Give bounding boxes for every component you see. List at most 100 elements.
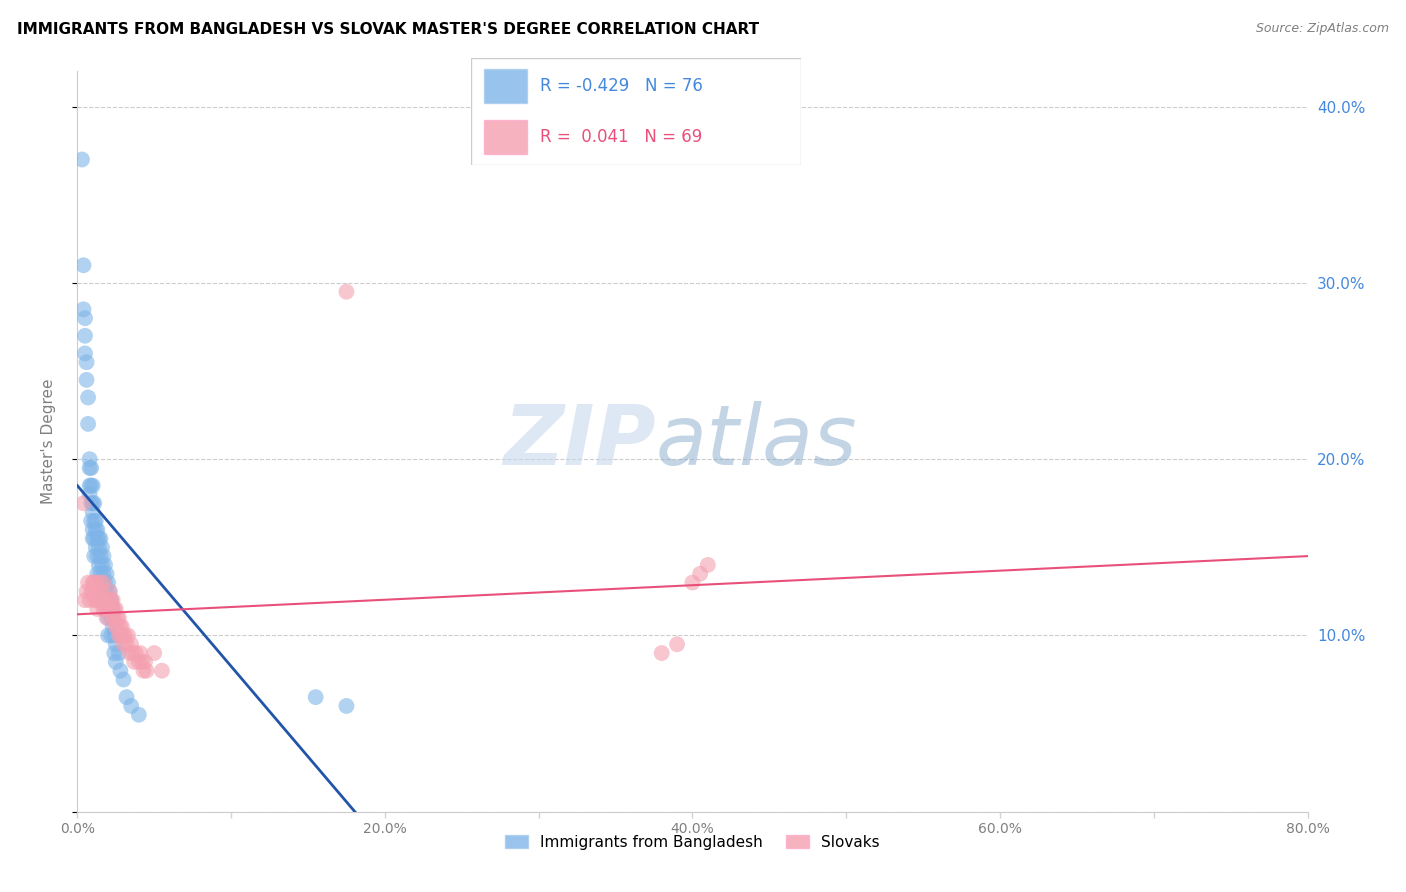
Point: [80, 461, 103, 475]
Point: [108, 611, 131, 625]
Point: [135, 664, 157, 678]
Point: [87, 558, 110, 572]
Point: [696, 558, 718, 572]
Point: [72, 302, 94, 317]
Point: [90, 575, 114, 590]
Point: [143, 646, 166, 660]
Point: [335, 285, 357, 299]
Text: atlas: atlas: [655, 401, 858, 482]
Point: [79, 478, 101, 492]
Point: [110, 664, 132, 678]
Point: [90, 558, 114, 572]
Point: [86, 602, 108, 616]
Point: [120, 637, 142, 651]
Point: [90, 593, 114, 607]
Point: [112, 673, 135, 687]
Point: [77, 391, 100, 405]
Point: [134, 655, 156, 669]
Point: [651, 646, 673, 660]
Point: [94, 558, 117, 572]
Point: [87, 541, 110, 555]
Point: [84, 523, 107, 537]
Point: [93, 575, 115, 590]
Point: [101, 611, 124, 625]
Point: [86, 566, 108, 581]
Point: [76, 355, 98, 369]
Point: [89, 549, 111, 563]
Point: [82, 584, 104, 599]
Point: [86, 549, 108, 563]
Point: [84, 575, 107, 590]
Point: [84, 514, 107, 528]
Point: [128, 707, 150, 722]
Point: [111, 619, 134, 633]
Point: [97, 628, 120, 642]
Point: [682, 575, 704, 590]
Point: [89, 532, 111, 546]
Point: [100, 611, 122, 625]
Point: [110, 628, 132, 642]
Point: [80, 478, 103, 492]
Point: [82, 532, 104, 546]
Point: [80, 584, 103, 599]
Point: [82, 575, 104, 590]
Point: [97, 575, 120, 590]
Point: [72, 258, 94, 272]
Point: [100, 593, 122, 607]
Point: [87, 584, 110, 599]
Point: [89, 566, 111, 581]
Point: [305, 690, 328, 705]
Point: [98, 584, 121, 599]
Point: [94, 593, 117, 607]
Point: [114, 628, 136, 642]
Point: [98, 602, 121, 616]
Point: [115, 637, 138, 651]
Point: [96, 566, 118, 581]
Point: [104, 602, 127, 616]
Point: [103, 611, 125, 625]
Point: [666, 637, 689, 651]
Point: [83, 514, 105, 528]
Point: [103, 602, 125, 616]
Point: [110, 619, 132, 633]
Point: [689, 566, 711, 581]
Point: [94, 602, 117, 616]
Point: [79, 461, 101, 475]
Point: [87, 593, 110, 607]
Point: [94, 593, 117, 607]
Point: [100, 602, 122, 616]
Point: [77, 417, 100, 431]
Y-axis label: Master's Degree: Master's Degree: [42, 379, 56, 504]
Point: [98, 584, 121, 599]
Point: [80, 496, 103, 510]
Point: [100, 628, 122, 642]
Point: [131, 655, 153, 669]
Point: [90, 593, 114, 607]
Point: [94, 575, 117, 590]
Point: [104, 655, 127, 669]
Point: [73, 346, 96, 360]
Point: [96, 584, 118, 599]
Bar: [484, 69, 527, 103]
Point: [115, 690, 138, 705]
Point: [97, 602, 120, 616]
Point: [101, 619, 124, 633]
Point: [97, 593, 120, 607]
Point: [89, 575, 111, 590]
Point: [101, 602, 124, 616]
Point: [83, 549, 105, 563]
Point: [121, 646, 143, 660]
Point: [335, 698, 357, 713]
Point: [105, 619, 128, 633]
Point: [120, 698, 142, 713]
Point: [108, 646, 131, 660]
Point: [83, 575, 105, 590]
Point: [125, 646, 148, 660]
Point: [150, 664, 173, 678]
Point: [96, 611, 118, 625]
Text: ZIP: ZIP: [503, 401, 655, 482]
Legend: Immigrants from Bangladesh, Slovaks: Immigrants from Bangladesh, Slovaks: [499, 829, 886, 856]
Point: [122, 655, 145, 669]
Point: [89, 584, 111, 599]
Point: [103, 628, 125, 642]
